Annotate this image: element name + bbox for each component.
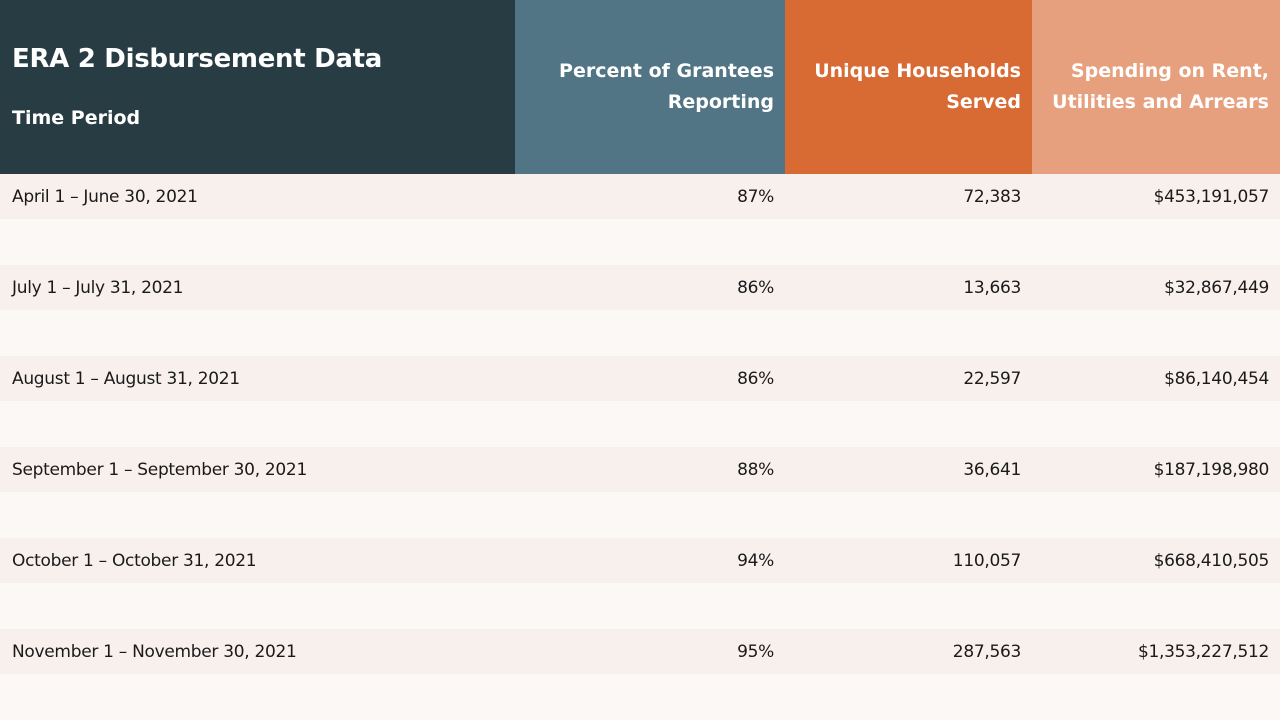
households-cell: 13,663 [963,277,1021,298]
percent-cell: 87% [737,186,774,207]
percent-cell: 86% [737,368,774,389]
table-row: November 1 – November 30, 2021 95% 287,5… [0,629,1280,674]
row-spacer [0,310,1280,356]
spending-cell: $187,198,980 [1153,459,1270,480]
table-header: ERA 2 Disbursement Data Time Period Perc… [0,0,1280,174]
households-served-column-header: Unique Households Served [785,0,1032,174]
spending-cell: $668,410,505 [1153,550,1270,571]
households-cell: 36,641 [963,459,1021,480]
percent-reporting-column-header: Percent of Grantees Reporting [515,0,785,174]
households-cell: 287,563 [952,641,1022,662]
period-cell: November 1 – November 30, 2021 [12,641,297,662]
spending-cell: $32,867,449 [1164,277,1269,298]
spending-cell: $86,140,454 [1164,368,1269,389]
row-spacer [0,401,1280,447]
spending-header-line-1: Spending on Rent, [1070,60,1269,82]
period-cell: September 1 – September 30, 2021 [12,459,307,480]
table-row: August 1 – August 31, 2021 86% 22,597 $8… [0,356,1280,401]
table-row: September 1 – September 30, 2021 88% 36,… [0,447,1280,492]
percent-header-line-2: Reporting [667,91,774,113]
households-header-line-2: Served [946,91,1021,113]
households-cell: 110,057 [952,550,1022,571]
households-cell: 72,383 [963,186,1021,207]
row-spacer [0,583,1280,629]
spending-cell: $453,191,057 [1153,186,1270,207]
households-cell: 22,597 [963,368,1021,389]
table-row: April 1 – June 30, 2021 87% 72,383 $453,… [0,174,1280,219]
spending-cell: $1,353,227,512 [1138,641,1269,662]
table-row: July 1 – July 31, 2021 86% 13,663 $32,86… [0,265,1280,310]
header-title-cell: ERA 2 Disbursement Data Time Period [0,0,515,174]
spending-header-line-2: Utilities and Arrears [1052,91,1269,113]
table-title: ERA 2 Disbursement Data [12,44,383,74]
time-period-column-header: Time Period [12,107,141,129]
period-cell: July 1 – July 31, 2021 [12,277,184,298]
households-header-line-1: Unique Households [814,60,1021,82]
spending-column-header: Spending on Rent, Utilities and Arrears [1032,0,1280,174]
table-row: October 1 – October 31, 2021 94% 110,057… [0,538,1280,583]
percent-cell: 95% [737,641,774,662]
row-spacer [0,219,1280,265]
percent-cell: 86% [737,277,774,298]
period-cell: August 1 – August 31, 2021 [12,368,240,389]
table-body: April 1 – June 30, 2021 87% 72,383 $453,… [0,174,1280,674]
percent-cell: 88% [737,459,774,480]
period-cell: October 1 – October 31, 2021 [12,550,257,571]
period-cell: April 1 – June 30, 2021 [12,186,198,207]
row-spacer [0,492,1280,538]
percent-header-line-1: Percent of Grantees [559,60,774,82]
percent-cell: 94% [737,550,774,571]
